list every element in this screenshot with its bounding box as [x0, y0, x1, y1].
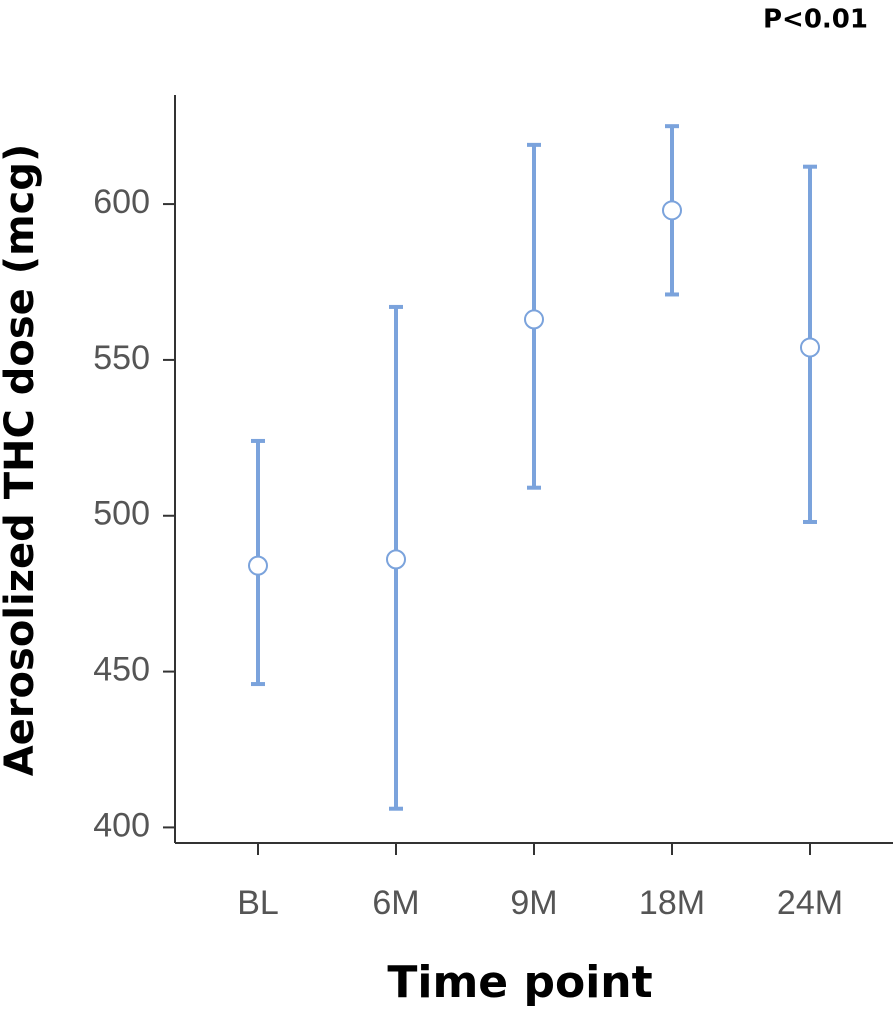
y-tick-label: 400 — [93, 806, 150, 844]
point — [248, 555, 268, 576]
point — [662, 200, 682, 221]
y-axis-label: Aerosolized THC dose (mcg) — [0, 144, 43, 777]
y-tick-label: 600 — [93, 183, 150, 221]
y-tick-label: 550 — [93, 339, 150, 377]
annotation: P<0.01 — [763, 5, 868, 35]
y-tick-label: 450 — [93, 651, 150, 689]
x-tick-label: 9M — [510, 884, 557, 922]
y-tick-label: 500 — [93, 495, 150, 533]
x-tick-label: 6M — [372, 884, 419, 922]
x-axis-label: Time point — [387, 957, 652, 1008]
point — [386, 549, 406, 570]
x-tick-label: 18M — [639, 884, 705, 922]
x-tick-label: 24M — [777, 884, 843, 922]
point — [524, 309, 544, 330]
point — [800, 337, 820, 358]
x-tick-label: BL — [237, 884, 279, 922]
